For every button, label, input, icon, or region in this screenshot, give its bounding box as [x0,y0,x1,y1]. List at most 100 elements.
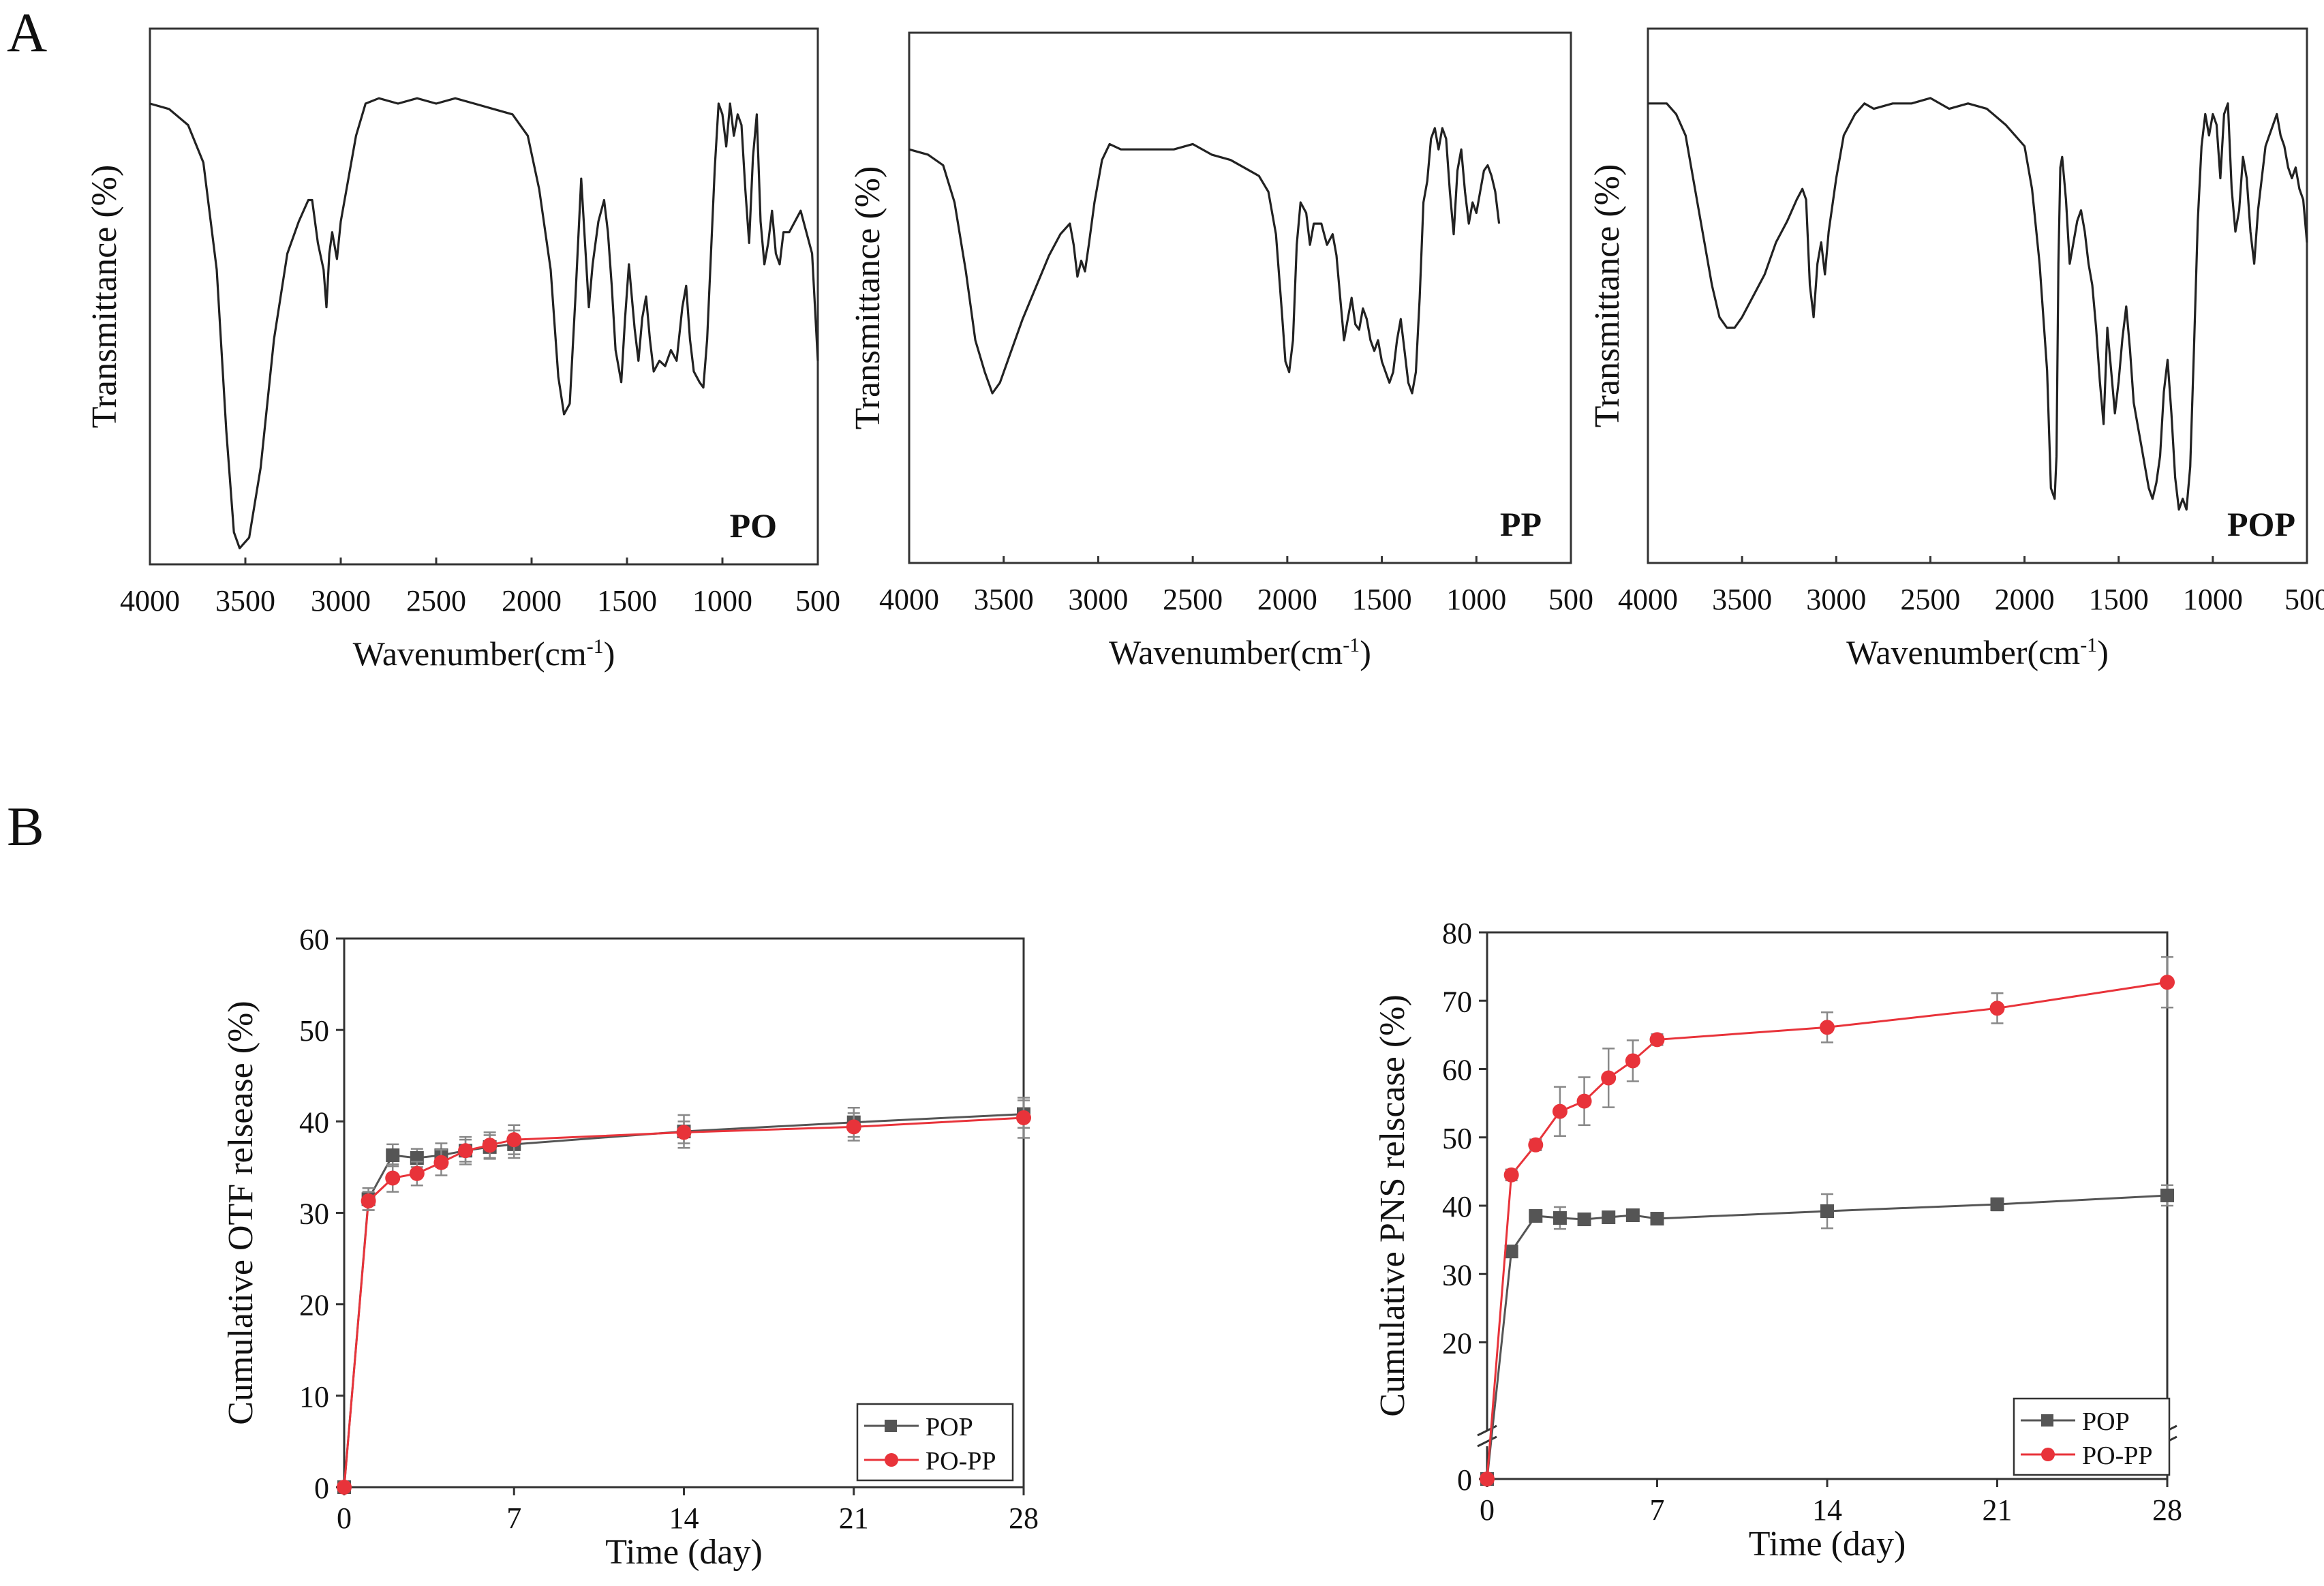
data-point-po-pp [1480,1471,1495,1486]
x-tick-label: 1000 [692,584,752,617]
x-tick-label: 2000 [1257,583,1317,616]
x-tick-label: 14 [1812,1493,1842,1527]
legend-marker-pop [885,1420,897,1432]
x-axis-label-text: Wavenumber(cm [1109,633,1343,671]
data-point-po-pp [1503,1167,1519,1183]
y-axis-label: Cumulative PNS relscase (%) [1373,994,1412,1417]
y-tick-label: 50 [299,1014,329,1048]
x-axis-label-close: ) [604,635,615,673]
data-point-pop [1577,1213,1591,1227]
x-tick-label: 1000 [1446,583,1506,616]
release-chart-otf: 0 7 14 21 28 0 10 20 30 40 50 60 POP PO-PP Time (day) C… [221,923,1039,1572]
data-point-po-pp [385,1170,401,1186]
x-tick-label: 4000 [879,583,939,616]
spectrum-line [149,97,819,549]
data-point-po-pp [1625,1053,1640,1069]
data-point-pop [1553,1211,1567,1225]
x-tick-label: 2000 [1995,583,2055,616]
x-tick-label: 3000 [1068,583,1128,616]
data-point-po-pp [458,1143,474,1159]
data-point-po-pp [1552,1103,1568,1119]
data-point-po-pp [2160,975,2175,990]
ftir-chart-pp: 4000 3500 3000 2500 2000 1500 1000 500 PP Wavenum… [848,31,1593,671]
x-tick-label: 500 [2284,583,2324,616]
y-tick-label: 60 [1442,1054,1472,1087]
y-tick-label: 60 [299,923,329,956]
legend: POP PO-PP [2013,1397,2171,1476]
legend-box [2013,1397,2171,1476]
legend-marker-po-pp [885,1453,898,1467]
data-point-po-pp [409,1165,425,1181]
ftir-chart-po: 4000 3500 3000 2500 2000 1500 1000 500 PO Wavenum… [85,27,840,673]
y-tick-label: 70 [1442,985,1472,1018]
data-point-po-pp [1820,1020,1835,1035]
x-axis-label: Wavenumber(cm-1) [1846,633,2109,671]
x-axis-label-sup: -1 [587,635,604,658]
y-axis-label: Transmittance (%) [848,166,887,430]
data-point-po-pp [1989,1001,2005,1016]
spectrum-inset-label: POP [2227,505,2295,543]
x-axis-label-sup: -1 [1343,634,1360,656]
y-axis-label: Cumulative OTF relsease (%) [221,1001,260,1424]
y-axis-label: Transmittance (%) [85,165,124,429]
data-point-pop [2160,1188,2174,1202]
data-point-po-pp [361,1193,376,1209]
x-tick-label: 3500 [215,584,275,617]
data-point-po-pp [846,1119,861,1135]
data-point-po-pp [482,1138,498,1153]
x-tick-label: 0 [1480,1493,1495,1527]
x-axis-label: Wavenumber(cm-1) [1109,633,1371,671]
data-point-pop [1990,1197,2004,1211]
y-tick-label: 0 [1457,1463,1472,1497]
x-tick-label: 1500 [1352,583,1412,616]
x-axis-label: Time (day) [1749,1525,1906,1564]
x-tick-label: 1500 [597,584,657,617]
x-tick-label: 4000 [120,584,180,617]
x-tick-label: 1500 [2089,583,2149,616]
data-point-pop [1625,1208,1640,1223]
spectrum-line [908,127,1501,395]
data-point-pop [1650,1212,1664,1226]
data-point-po-pp [1601,1070,1617,1086]
x-tick-label: 0 [337,1501,352,1535]
y-tick-label: 50 [1442,1122,1472,1155]
plot-frame [149,27,819,566]
x-tick-label: 7 [1650,1493,1665,1527]
y-tick-label: 10 [299,1380,329,1414]
data-point-pop [386,1148,400,1162]
x-tick-label: 7 [506,1501,521,1535]
legend-label-po-pp: PO-PP [2082,1442,2153,1470]
legend-label-po-pp: PO-PP [926,1447,996,1476]
y-tick-label: 40 [299,1105,329,1139]
data-point-po-pp [337,1480,352,1495]
x-tick-label: 21 [839,1501,869,1535]
y-tick-label: 40 [1442,1190,1472,1223]
x-axis-label: Wavenumber(cm-1) [353,635,615,673]
spectrum-inset-label: PP [1500,505,1542,543]
x-axis-label-close: ) [2097,633,2109,671]
spectrum-inset-label: PO [730,506,777,545]
x-tick-label: 2500 [406,584,466,617]
data-point-po-pp [676,1125,692,1140]
legend: POP PO-PP [856,1403,1014,1482]
legend-box [856,1403,1014,1482]
data-point-po-pp [1576,1093,1592,1109]
x-tick-label: 2500 [1163,583,1223,616]
plot-frame [908,31,1572,564]
data-point-pop [1504,1245,1518,1259]
legend-marker-pop [2041,1414,2053,1427]
legend-label-pop: POP [926,1413,973,1442]
x-axis-label-text: Wavenumber(cm [1846,633,2080,671]
data-point-po-pp [433,1155,449,1170]
plot-frame [1647,27,2308,564]
data-point-po-pp [1016,1110,1031,1125]
axis-break-mark [1477,1435,1497,1448]
y-tick-label: 0 [314,1471,329,1505]
panel-label-a: A [7,1,47,63]
x-tick-label: 21 [1983,1493,2013,1527]
x-tick-label: 28 [2152,1493,2182,1527]
release-chart-pns: 0 7 14 21 28 0 20 30 40 50 60 70 80 POP PO-PP Time (day… [1373,917,2182,1564]
data-point-pop [1529,1209,1543,1223]
panel-label-b: B [7,795,44,857]
x-tick-label: 3500 [974,583,1034,616]
